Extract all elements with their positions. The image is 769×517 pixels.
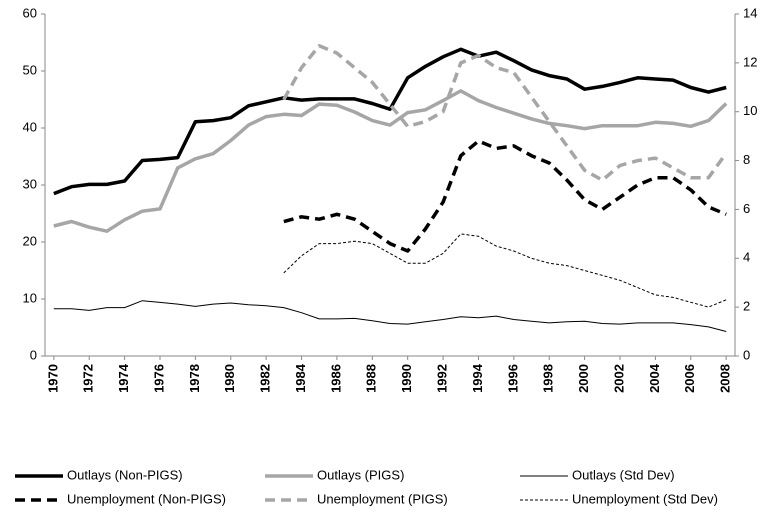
- x-tick-label: 2004: [647, 363, 662, 393]
- x-tick-label: 1988: [364, 364, 379, 393]
- x-tick-label: 1978: [187, 364, 202, 393]
- x-tick-label: 2008: [718, 364, 733, 393]
- legend-label: Unemployment (PIGS): [317, 491, 448, 506]
- y2-tick-label: 4: [743, 250, 750, 265]
- y2-tick-label: 6: [743, 201, 750, 216]
- x-tick-label: 1986: [328, 364, 343, 393]
- y-tick-label: 60: [23, 5, 37, 20]
- series-line: [282, 44, 728, 182]
- x-tick-label: 1970: [45, 364, 60, 393]
- legend-label: Outlays (PIGS): [317, 467, 404, 482]
- x-tick-label: 2000: [576, 364, 591, 393]
- x-tick-label: 1994: [470, 363, 485, 393]
- series-line: [53, 300, 727, 332]
- x-tick-label: 1972: [81, 364, 96, 393]
- series-line: [53, 47, 727, 196]
- x-tick-label: 1992: [435, 364, 450, 393]
- x-tick-label: 1980: [222, 364, 237, 393]
- y-tick-label: 20: [23, 233, 37, 248]
- x-tick-label: 1976: [151, 364, 166, 393]
- x-tick-label: 1996: [505, 364, 520, 393]
- x-tick-label: 1982: [258, 364, 273, 393]
- series-line: [283, 139, 727, 253]
- y2-tick-label: 0: [743, 347, 750, 362]
- y2-tick-label: 2: [743, 299, 750, 314]
- x-tick-label: 1984: [293, 363, 308, 393]
- y2-tick-label: 10: [743, 103, 757, 118]
- x-tick-label: 1998: [541, 364, 556, 393]
- legend-label: Outlays (Std Dev): [572, 467, 675, 482]
- x-tick-label: 1990: [399, 364, 414, 393]
- y-tick-label: 40: [23, 119, 37, 134]
- y-tick-label: 50: [23, 62, 37, 77]
- y2-tick-label: 8: [743, 152, 750, 167]
- x-tick-label: 2002: [611, 364, 626, 393]
- y2-tick-label: 12: [743, 54, 757, 69]
- x-tick-label: 2006: [682, 364, 697, 393]
- y-tick-label: 0: [30, 347, 37, 362]
- series-line: [283, 233, 727, 308]
- legend-label: Unemployment (Std Dev): [572, 491, 718, 506]
- x-tick-label: 1974: [116, 363, 131, 393]
- legend-label: Unemployment (Non-PIGS): [67, 491, 226, 506]
- y2-tick-label: 14: [743, 5, 757, 20]
- y-tick-label: 30: [23, 176, 37, 191]
- y-tick-label: 10: [23, 290, 37, 305]
- series-line: [53, 89, 728, 233]
- legend-label: Outlays (Non-PIGS): [67, 467, 183, 482]
